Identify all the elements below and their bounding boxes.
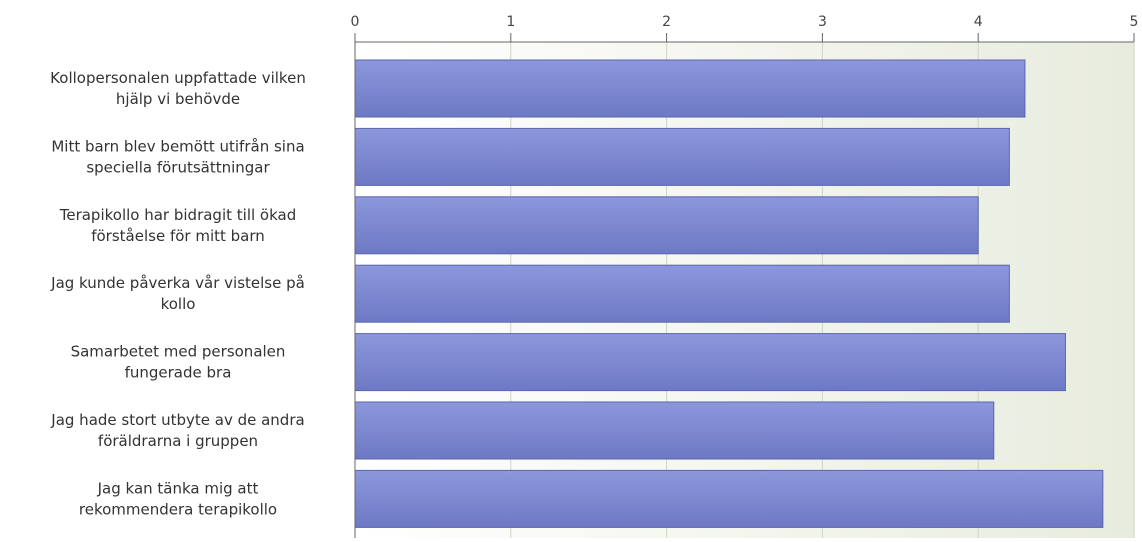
- bar: [354, 127, 1010, 186]
- category-label-line: speciella förutsättningar: [86, 158, 270, 176]
- category-label-line: fungerade bra: [125, 364, 232, 382]
- x-tick-label: 5: [1130, 14, 1139, 30]
- category-label: Jag hade stort utbyte av de andra föräldr…: [50, 411, 304, 450]
- category-label-line: föräldrarna i gruppen: [98, 432, 258, 450]
- category-label: Mitt barn blev bemött utifrån sina specie…: [51, 137, 304, 176]
- category-label-line: förståelse för mitt barn: [91, 227, 265, 245]
- category-label-line: Samarbetet med personalen: [71, 343, 286, 361]
- category-label: Kollopersonalen uppfattade vilken hjälp v…: [50, 69, 306, 108]
- x-tick-label: 4: [974, 14, 983, 30]
- category-label-line: hjälp vi behövde: [116, 90, 240, 108]
- x-tick-label: 0: [351, 14, 360, 30]
- category-label: Jag kan tänka mig att rekommendera terapi…: [79, 479, 277, 518]
- category-label: Jag kunde påverka vår vistelse på kollo: [50, 274, 305, 313]
- bar: [354, 264, 1010, 323]
- bar: [354, 401, 995, 460]
- category-label-line: kollo: [161, 295, 196, 313]
- x-tick-label: 1: [506, 14, 515, 30]
- category-label-line: Kollopersonalen uppfattade vilken: [50, 69, 306, 87]
- bar: [354, 333, 1066, 392]
- bar: [354, 59, 1026, 118]
- category-label-line: Mitt barn blev bemött utifrån sina: [51, 137, 304, 155]
- category-label-line: Jag kunde påverka vår vistelse på: [50, 274, 305, 292]
- bar: [354, 469, 1104, 528]
- category-label-line: rekommendera terapikollo: [79, 500, 277, 518]
- category-label-line: Jag kan tänka mig att: [97, 479, 259, 497]
- category-label: Samarbetet med personalen fungerade bra: [71, 343, 286, 382]
- bar: [354, 196, 979, 255]
- x-tick-label: 3: [818, 14, 827, 30]
- x-tick-label: 2: [662, 14, 671, 30]
- category-label-line: Jag hade stort utbyte av de andra: [50, 411, 304, 429]
- category-label: Terapikollo har bidragit till ökad förstå…: [59, 206, 297, 245]
- category-label-line: Terapikollo har bidragit till ökad: [59, 206, 297, 224]
